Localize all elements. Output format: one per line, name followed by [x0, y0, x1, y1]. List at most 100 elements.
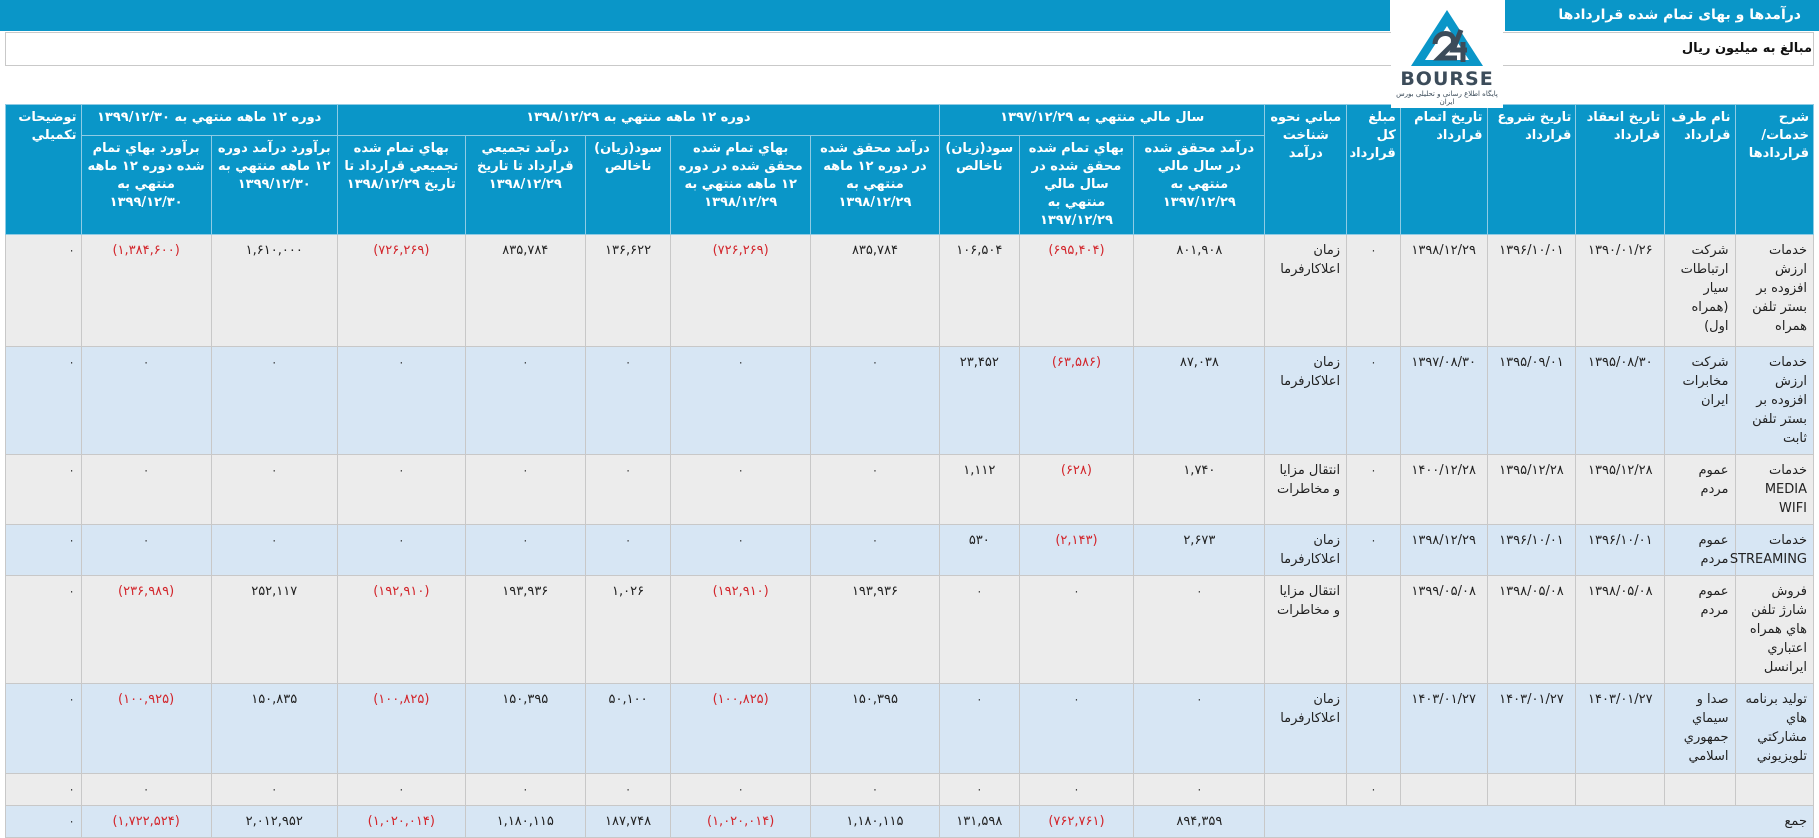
- table-row: خدمات ارزش افزوده بر بستر تلفن همراه شرک…: [5, 234, 1814, 347]
- cell-est-rev-1399: ۰: [210, 773, 338, 806]
- cell-rev-1397: ۰: [1133, 683, 1266, 774]
- cell-est-cost-1399: ۰: [80, 524, 212, 576]
- cell-rev-1398: ۱۹۳,۹۳۶: [809, 575, 941, 684]
- cell-cum-rev-1398: ۰: [464, 454, 586, 525]
- header-cum-cost-1398: بهاي تمام شده تجميعي قرارداد تا تاريخ ۱۳…: [336, 135, 466, 235]
- cell-end-date: [1399, 773, 1488, 806]
- page-title: درآمدها و بهای تمام شده قراردادها: [1558, 7, 1801, 23]
- cell-rev-1397: ۰: [1133, 773, 1266, 806]
- cell-comments: ۰: [5, 773, 82, 806]
- cell-profit-1397: ۰: [939, 575, 1020, 684]
- cell-cost-1398: ۰: [670, 346, 811, 455]
- cell-recognition-basis: انتقال مزايا و مخاطرات: [1264, 454, 1348, 525]
- cell-profit-1397: ۲۳,۴۵۲: [939, 346, 1020, 455]
- unit-row: مبالغ به میلیون ریال: [5, 32, 1814, 66]
- cell-profit-1397: ۵۳۰: [939, 524, 1020, 576]
- cell-profit-1397: ۱۰۶,۵۰۴: [939, 234, 1020, 347]
- header-rev-1398: درآمد محقق شده در دوره ۱۲ ماهه منتهي به …: [809, 135, 941, 235]
- cell-counterparty: عموم مردم: [1664, 454, 1736, 525]
- cell-start-date: [1486, 773, 1577, 806]
- cell-total-amount: ۰: [1346, 234, 1401, 347]
- cell-cost-1397: (۶۹۵,۴۰۴): [1018, 234, 1135, 347]
- cell-rev-1397: ۰: [1133, 575, 1266, 684]
- cell-recognition-basis: زمان اعلاکارفرما: [1264, 346, 1348, 455]
- cell-counterparty: صدا و سيماي جمهوري اسلامي: [1664, 683, 1736, 774]
- cell-profit-1398: ۰: [584, 773, 672, 806]
- total-cum-rev-1398: ۱,۱۸۰,۱۱۵: [464, 805, 586, 838]
- cell-cum-rev-1398: ۸۳۵,۷۸۴: [464, 234, 586, 347]
- cell-cost-1398: ۰: [670, 773, 811, 806]
- header-rev-1397: درآمد محقق شده در سال مالي منتهي به ۱۳۹۷…: [1133, 135, 1266, 235]
- cell-est-rev-1399: ۰: [210, 346, 338, 455]
- cell-rev-1398: ۰: [809, 524, 941, 576]
- cell-start-date: ۱۳۹۵/۱۲/۲۸: [1486, 454, 1577, 525]
- cell-comments: ۰: [5, 234, 82, 347]
- cell-total-amount: ۰: [1346, 773, 1401, 806]
- cell-cost-1397: (۶۲۸): [1018, 454, 1135, 525]
- total-rev-1397: ۸۹۴,۳۵۹: [1133, 805, 1266, 838]
- header-total-amount: مبلغ کل قرارداد: [1346, 104, 1401, 235]
- cell-service: خدمات ارزش افزوده بر بستر تلفن ثابت: [1734, 346, 1814, 455]
- cell-est-cost-1399: (۲۳۶,۹۸۹): [80, 575, 212, 684]
- table-row: خدمات ارزش افزوده بر بستر تلفن ثابت شرکت…: [5, 346, 1814, 455]
- group-header-1399: دوره ۱۲ ماهه منتهي به ۱۳۹۹/۱۲/۳۰: [80, 104, 338, 136]
- cell-end-date: ۱۳۹۷/۰۸/۳۰: [1399, 346, 1488, 455]
- total-est-cost-1399: (۱,۷۲۲,۵۲۴): [80, 805, 212, 838]
- cell-est-rev-1399: ۰: [210, 524, 338, 576]
- cell-est-rev-1399: ۱۵۰,۸۳۵: [210, 683, 338, 774]
- header-profit-1398: سود(زيان) ناخالص: [584, 135, 672, 235]
- total-cost-1398: (۱,۰۲۰,۰۱۴): [670, 805, 811, 838]
- top-bar-left: [0, 0, 1390, 31]
- cell-counterparty: شرکت ارتباطات سيار (همراه اول): [1664, 234, 1736, 347]
- cell-end-date: ۱۴۰۳/۰۱/۲۷: [1399, 683, 1488, 774]
- cell-est-cost-1399: (۱,۳۸۴,۶۰۰): [80, 234, 212, 347]
- table-row: فروش شارژ تلفن هاي همراه اعتباري ايرانسل…: [5, 575, 1814, 684]
- cell-profit-1398: ۰: [584, 524, 672, 576]
- cell-start-date: ۱۳۹۵/۰۹/۰۱: [1486, 346, 1577, 455]
- header-recognition-basis: مباني نحوه شناخت درآمد: [1264, 104, 1348, 235]
- cell-rev-1398: ۰: [809, 454, 941, 525]
- cell-contract-date: ۱۳۹۰/۰۱/۲۶: [1575, 234, 1666, 347]
- header-start-date: تاريخ شروع قرارداد: [1486, 104, 1577, 235]
- cell-cum-rev-1398: ۱۹۳,۹۳۶: [464, 575, 586, 684]
- cell-contract-date: ۱۳۹۵/۱۲/۲۸: [1575, 454, 1666, 525]
- cell-cum-cost-1398: ۰: [336, 346, 466, 455]
- cell-service: فروش شارژ تلفن هاي همراه اعتباري ايرانسل: [1734, 575, 1814, 684]
- cell-service: [1734, 773, 1814, 806]
- header-counterparty: نام طرف قرارداد: [1664, 104, 1736, 235]
- cell-comments: ۰: [5, 575, 82, 684]
- cell-cost-1397: ۰: [1018, 683, 1135, 774]
- cell-contract-date: [1575, 773, 1666, 806]
- table-row: خدمات MEDIA WIFI عموم مردم ۱۳۹۵/۱۲/۲۸ ۱۳…: [5, 454, 1814, 525]
- cell-counterparty: [1664, 773, 1736, 806]
- cell-end-date: ۱۳۹۸/۱۲/۲۹: [1399, 524, 1488, 576]
- cell-cum-rev-1398: ۰: [464, 524, 586, 576]
- cell-profit-1397: ۰: [939, 683, 1020, 774]
- cell-service: خدمات ارزش افزوده بر بستر تلفن همراه: [1734, 234, 1814, 347]
- cell-est-rev-1399: ۱,۶۱۰,۰۰۰: [210, 234, 338, 347]
- header-contract-date: تاريخ انعقاد قرارداد: [1575, 104, 1666, 235]
- cell-rev-1397: ۸۰۱,۹۰۸: [1133, 234, 1266, 347]
- cell-rev-1398: ۸۳۵,۷۸۴: [809, 234, 941, 347]
- cell-contract-date: ۱۳۹۸/۰۵/۰۸: [1575, 575, 1666, 684]
- group-header-1397: سال مالي منتهي به ۱۳۹۷/۱۲/۲۹: [939, 104, 1266, 136]
- unit-label: مبالغ به میلیون ریال: [1681, 41, 1812, 56]
- cell-cum-cost-1398: (۱۰۰,۸۲۵): [336, 683, 466, 774]
- logo[interactable]: BOURSE پایگاه اطلاع رسانی و تحلیلی بورس …: [1391, 0, 1503, 108]
- cell-end-date: ۱۳۹۸/۱۲/۲۹: [1399, 234, 1488, 347]
- cell-cost-1398: ۰: [670, 454, 811, 525]
- cell-cum-cost-1398: ۰: [336, 773, 466, 806]
- cell-est-cost-1399: ۰: [80, 454, 212, 525]
- logo-tagline: پایگاه اطلاع رسانی و تحلیلی بورس ایران: [1396, 90, 1498, 106]
- cell-start-date: ۱۴۰۳/۰۱/۲۷: [1486, 683, 1577, 774]
- cell-cost-1397: (۲,۱۴۳): [1018, 524, 1135, 576]
- cell-cost-1398: (۷۲۶,۲۶۹): [670, 234, 811, 347]
- cell-total-amount: ۰: [1346, 346, 1401, 455]
- total-est-rev-1399: ۲,۰۱۲,۹۵۲: [210, 805, 338, 838]
- cell-cum-rev-1398: ۱۵۰,۳۹۵: [464, 683, 586, 774]
- cell-comments: ۰: [5, 346, 82, 455]
- cell-cost-1397: ۰: [1018, 575, 1135, 684]
- header-cost-1398: بهاي تمام شده محقق شده در دوره ۱۲ ماهه م…: [670, 135, 811, 235]
- cell-recognition-basis: زمان اعلاکارفرما: [1264, 234, 1348, 347]
- cell-recognition-basis: انتقال مزايا و مخاطرات: [1264, 575, 1348, 684]
